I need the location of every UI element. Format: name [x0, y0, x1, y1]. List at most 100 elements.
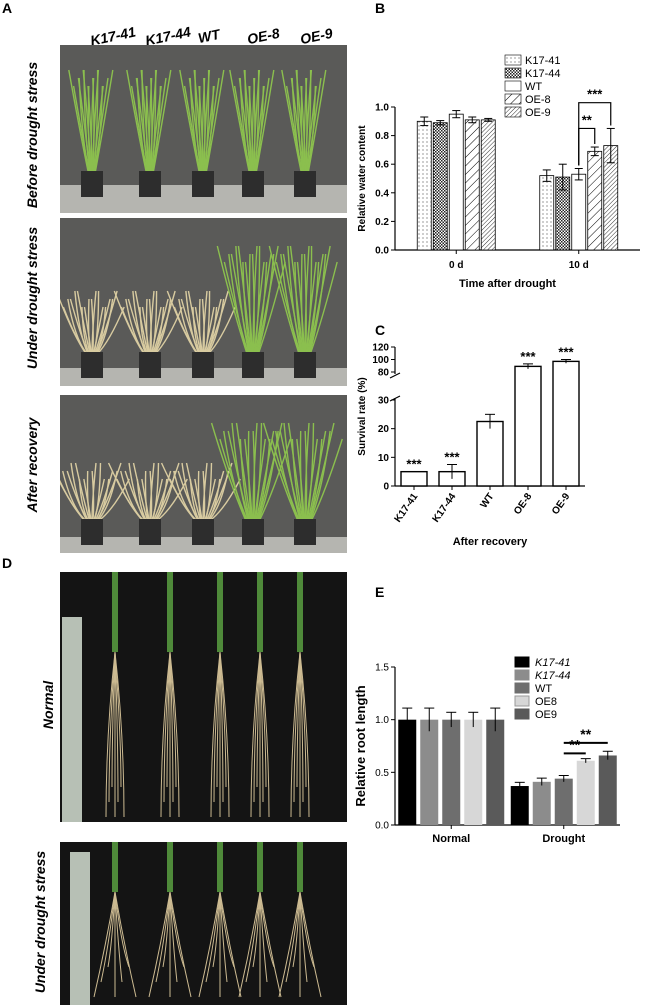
root-strand — [212, 891, 221, 968]
root-strand — [299, 651, 307, 788]
plant-blade — [227, 430, 250, 522]
root-strand — [292, 891, 301, 968]
y-tick-label: 0.2 — [375, 217, 389, 228]
pot — [192, 171, 214, 197]
plant-blade — [153, 290, 176, 355]
plant-blade — [243, 69, 253, 174]
root-strand — [205, 891, 221, 983]
photo-roots-drought — [60, 842, 347, 1005]
bar — [420, 719, 439, 825]
root-strand — [114, 891, 123, 983]
x-tick-label: Normal — [432, 833, 470, 845]
root-strand — [253, 651, 261, 803]
root-strand — [299, 651, 310, 818]
pot — [81, 519, 103, 545]
y-tick-label: 0.0 — [375, 821, 389, 832]
plant-blade — [254, 245, 261, 355]
x-axis-title: After recovery — [453, 536, 528, 548]
plant-blade — [206, 290, 229, 355]
plants-under-drought-illustration — [60, 245, 347, 386]
bar — [442, 719, 461, 825]
plant-blade — [202, 470, 206, 522]
x-tick-label: Drought — [542, 833, 585, 845]
roots-normal-illustration — [62, 572, 310, 822]
plant-blade — [308, 438, 323, 522]
plant-blade — [268, 245, 300, 355]
plant-blade — [253, 77, 256, 174]
bar — [510, 786, 529, 825]
plant-blade — [251, 253, 255, 355]
x-tick-label: WT — [479, 491, 497, 510]
plant-blade — [207, 298, 225, 355]
legend-swatch — [504, 54, 522, 66]
root-strand — [299, 651, 304, 803]
pot — [192, 519, 214, 545]
plant-blade — [95, 290, 118, 355]
plant-blade — [257, 422, 283, 522]
root-strand — [245, 891, 261, 983]
legend-label: OE9 — [535, 709, 557, 721]
root-strand — [285, 891, 301, 983]
plant-blade — [307, 430, 327, 522]
plant-blade — [82, 69, 92, 174]
pot — [81, 352, 103, 378]
plant-blade — [262, 422, 299, 522]
plant-blade — [149, 470, 153, 522]
plant-blade — [201, 298, 205, 355]
plant-blade — [204, 298, 222, 355]
plant-blade — [134, 290, 149, 355]
root-strand — [114, 651, 125, 818]
root-strand — [114, 651, 119, 803]
plant-blade — [204, 69, 210, 174]
plant-blade — [120, 306, 146, 355]
plant-blade — [252, 430, 256, 522]
plant-blade — [193, 69, 203, 174]
root-strand — [299, 891, 322, 998]
bar — [587, 150, 603, 251]
root-strand — [219, 651, 224, 803]
root-strand — [155, 891, 171, 983]
legend-swatch — [514, 656, 530, 668]
root-strand — [296, 651, 301, 788]
plant-blade — [91, 470, 95, 522]
plant-blade — [90, 298, 94, 355]
bar — [480, 119, 496, 251]
chart-e-relative-root-length: 0.0 0.5 1.0 1.5 Normal Drought **** Relative ro… — [353, 656, 620, 845]
plant-blade — [309, 430, 331, 522]
plant-blade — [257, 261, 286, 355]
plant-blade — [62, 306, 88, 355]
bar — [514, 365, 542, 487]
panel-label-c: C — [375, 322, 386, 338]
plant-blade — [120, 470, 145, 522]
root-strand — [169, 651, 177, 788]
legend-label: OE-9 — [525, 107, 551, 119]
plant-blade — [279, 430, 302, 522]
plant-blade — [93, 69, 99, 174]
genotype-label-wt: WT — [196, 25, 222, 47]
plant-blade — [94, 69, 114, 174]
plant-blade — [152, 470, 172, 522]
panel-label-d: D — [2, 555, 13, 571]
plant-blade — [94, 470, 114, 522]
plant-blade — [154, 298, 172, 355]
x-tick-label: 0 d — [449, 260, 463, 271]
root-strand — [114, 891, 137, 998]
plant-blade — [289, 245, 304, 355]
plant-blade — [173, 306, 199, 355]
legend-swatch — [514, 669, 530, 681]
root-strand — [216, 651, 221, 788]
y-axis-title: Relative root length — [353, 685, 368, 806]
plant-blade — [210, 422, 247, 522]
plants-after-recovery-illustration — [60, 422, 347, 553]
bar — [432, 122, 448, 251]
x-tick-label: K17-44 — [431, 491, 459, 525]
plant-blade — [150, 77, 153, 174]
y-tick-label: 120 — [372, 343, 389, 354]
legend-swatch — [514, 682, 530, 694]
plant-blade — [255, 69, 275, 174]
plants-before-drought-illustration — [60, 69, 347, 213]
bar — [416, 120, 432, 251]
plant-blade — [72, 85, 90, 174]
root-strand — [250, 651, 261, 818]
plant-blade — [205, 69, 225, 174]
